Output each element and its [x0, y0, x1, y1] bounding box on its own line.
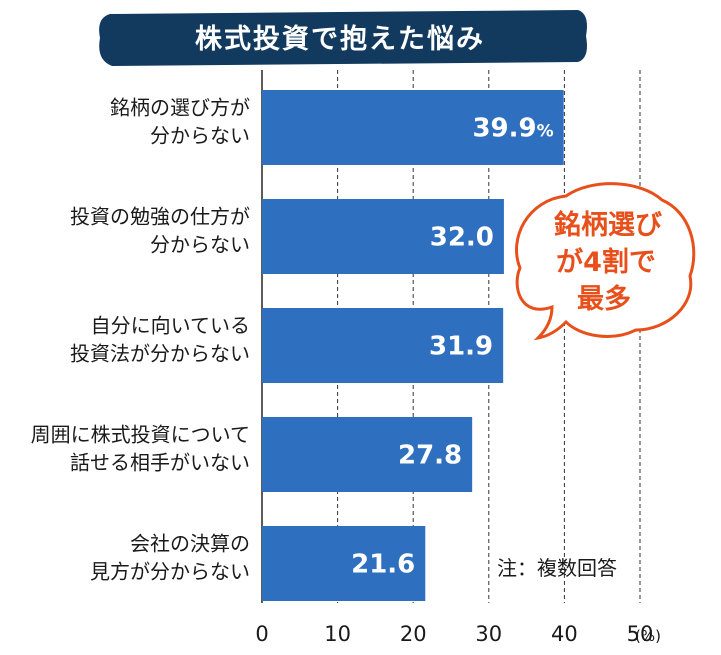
category-label: 会社の決算の [130, 532, 250, 556]
bars: 39.9%32.031.927.821.6 [262, 90, 564, 601]
category-label: 自分に向いている [91, 314, 250, 338]
x-tick-label: 50 [627, 622, 654, 646]
category-label: 分からない [150, 124, 250, 148]
category-label: 投資法が分からない [70, 342, 250, 366]
category-label: 話せる相手がいない [70, 451, 250, 475]
bar [262, 199, 504, 274]
bar-value-unit: % [537, 122, 554, 142]
bar-value-label: 27.8 [398, 441, 462, 471]
callout-bubble: 銘柄選び が4割で 最多 [515, 182, 696, 341]
callout-line: 最多 [577, 284, 631, 315]
category-label: 周囲に株式投資について [31, 423, 250, 447]
category-label: 投資の勉強の仕方が [70, 205, 250, 229]
category-label: 銘柄の選び方が [110, 96, 250, 120]
callout-shape [515, 182, 696, 341]
category-labels: 銘柄の選び方が分からない投資の勉強の仕方が分からない自分に向いている投資法が分か… [31, 96, 250, 584]
x-tick-label: 40 [551, 622, 578, 646]
bar [262, 308, 504, 383]
chart-title: 株式投資で抱えた悩み [195, 23, 485, 55]
x-tick-label: 0 [255, 622, 268, 646]
bar [262, 90, 564, 165]
x-tick-label: 10 [324, 622, 351, 646]
x-axis-ticks: 0 10 20 30 40 50 [255, 622, 653, 646]
bar [262, 417, 473, 492]
footnote: 注：複数回答 [497, 556, 617, 580]
x-tick-label: 20 [400, 622, 427, 646]
category-label: 分からない [150, 233, 250, 257]
callout-line: 銘柄選び [554, 209, 662, 241]
bar-value-label: 32.0 [430, 223, 494, 253]
title-banner: 株式投資で抱えた悩み [99, 10, 587, 66]
callout-line: が4割で [556, 246, 656, 278]
bar-value-label: 31.9 [429, 332, 493, 362]
title-banner-background [99, 10, 587, 66]
x-tick-label: 30 [475, 622, 502, 646]
bar [262, 526, 426, 601]
bar-value-label: 21.6 [351, 550, 415, 580]
category-label: 見方が分からない [90, 560, 250, 584]
x-axis-unit: (%) [635, 627, 661, 645]
